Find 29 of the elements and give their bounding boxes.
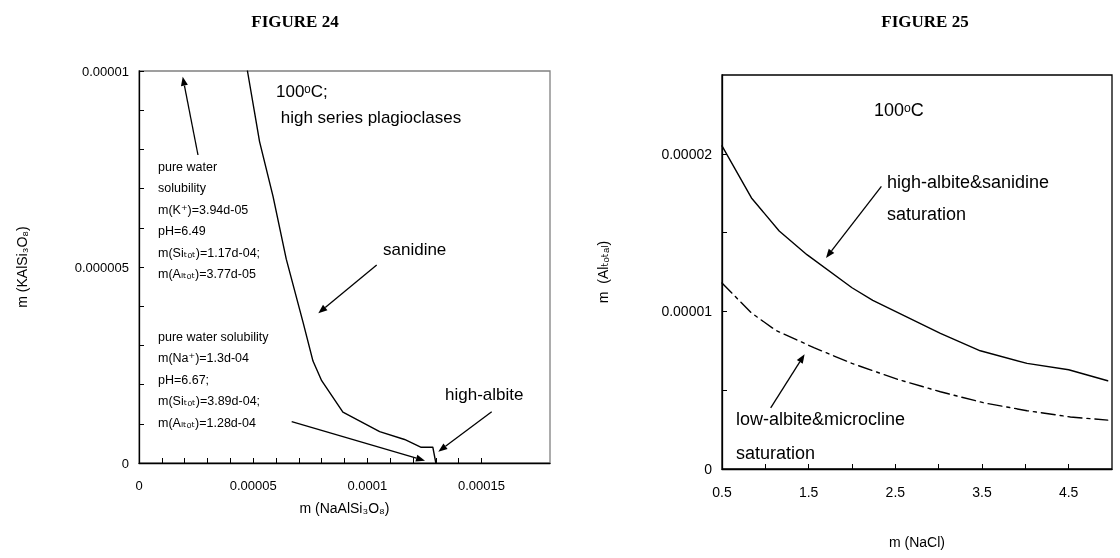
annotation: 100ᵒC; high series plagioclases xyxy=(276,81,462,127)
annotation: high-albite&sanidine saturation xyxy=(887,172,1050,224)
y-tick-label: 0.00002 xyxy=(661,145,713,162)
x-tick-label: 0.0001 xyxy=(347,478,388,493)
x-tick-label: 2.5 xyxy=(885,484,906,500)
y-tick-label: 0 xyxy=(121,455,129,471)
x-axis-title: m (NaCl) xyxy=(889,534,945,550)
y-axis-title: m (Alₜₒₜₐₗ) xyxy=(595,240,611,304)
x-tick-label: 0.5 xyxy=(712,484,732,500)
annotation: pure water solubility m(K⁺)=3.94d-05 pH=6.49 m(Siₜₒₜ)=1.17d-04; m(Aₗₜₒₜ)=3.77d-05 xyxy=(158,159,261,282)
x-axis-title: m (NaAlSi₃O₈) xyxy=(299,500,390,516)
y-tick-label: 0.000005 xyxy=(74,259,129,275)
annotation: low-albite&microcline saturation xyxy=(736,409,906,463)
x-tick-label: 4.5 xyxy=(1058,484,1079,500)
chart-title: FIGURE 25 xyxy=(881,12,969,31)
y-tick-label: 0.00001 xyxy=(82,63,129,79)
annotation: 100ᵒC xyxy=(874,100,924,120)
y-tick-label: 0 xyxy=(704,461,713,477)
x-tick-label: 1.5 xyxy=(798,484,819,500)
x-tick-label: 0 xyxy=(135,478,143,493)
annotation: high-albite xyxy=(445,384,524,404)
annotation: pure water solubility m(Na⁺)=1.3d-04 pH=6.67; m(Siₜₒₜ)=3.89d-04; m(Aₗₜₒₜ)=1.28d-04 xyxy=(158,329,270,430)
annotation: sanidine xyxy=(383,239,447,259)
x-tick-label: 0.00005 xyxy=(229,478,277,493)
x-tick-label: 0.00015 xyxy=(458,478,505,493)
x-tick-label: 3.5 xyxy=(972,484,992,500)
y-tick-label: 0.00001 xyxy=(661,303,713,320)
y-axis-title: m (KAlSi₃O₈) xyxy=(14,226,30,308)
chart-title: FIGURE 24 xyxy=(251,12,340,31)
